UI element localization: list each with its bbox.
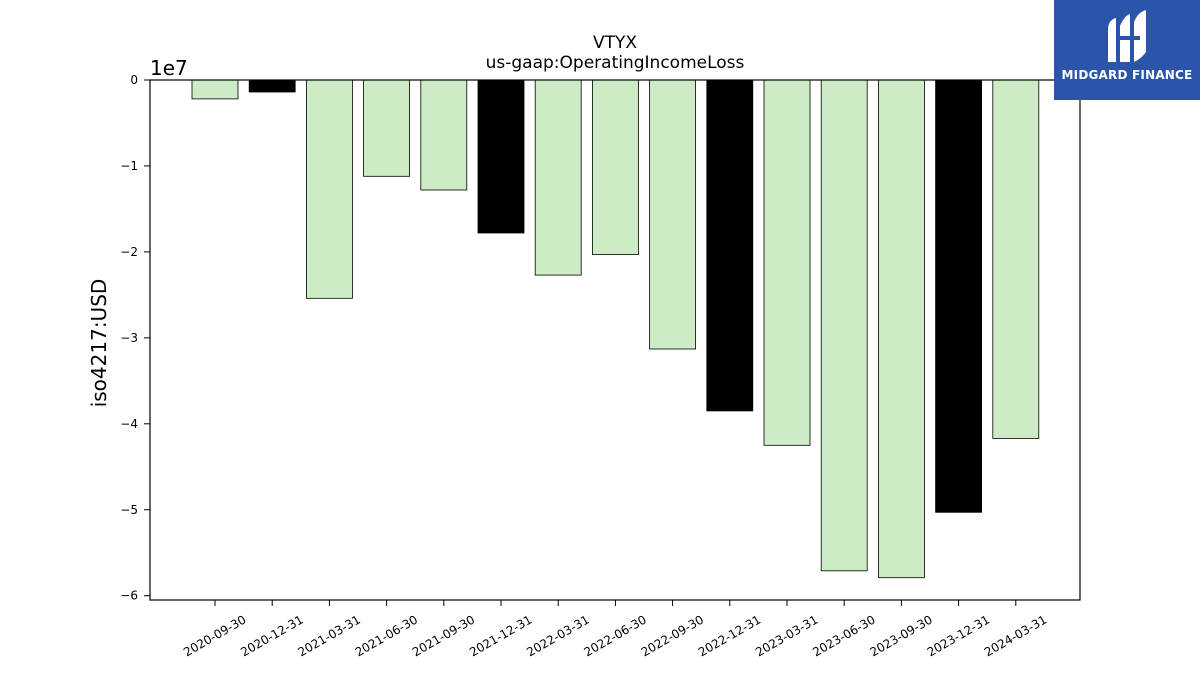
bar-2021-03-31 bbox=[305, 79, 353, 299]
x-tick-label: 2022-09-30 bbox=[639, 612, 706, 659]
y-tick-label: −1 bbox=[120, 159, 138, 173]
y-axis-offset-label: 1e7 bbox=[150, 56, 188, 80]
bar-2024-03-31 bbox=[992, 79, 1040, 439]
bar-2020-12-31 bbox=[248, 79, 296, 93]
chart-subtitle: us-gaap:OperatingIncomeLoss bbox=[486, 53, 745, 73]
x-tick-label: 2022-03-31 bbox=[524, 612, 591, 659]
y-tick-label: 0 bbox=[130, 73, 138, 87]
x-axis-ticks: 2020-09-302020-12-312021-03-312021-06-30… bbox=[181, 600, 1049, 659]
x-tick-label: 2021-12-31 bbox=[467, 612, 534, 659]
x-tick-label: 2021-03-31 bbox=[295, 612, 362, 659]
x-tick-label: 2020-09-30 bbox=[181, 612, 248, 659]
bar-2022-09-30 bbox=[649, 79, 696, 350]
bar-2023-03-31 bbox=[763, 79, 811, 446]
y-tick-label: −3 bbox=[120, 331, 138, 345]
bar-2022-03-31 bbox=[534, 79, 582, 276]
bar-2023-12-31 bbox=[935, 79, 982, 513]
x-tick-label: 2024-03-31 bbox=[982, 612, 1049, 659]
x-tick-label: 2023-12-31 bbox=[925, 612, 992, 659]
bar-2022-06-30 bbox=[592, 79, 639, 255]
x-tick-label: 2021-09-30 bbox=[410, 612, 477, 659]
x-tick-label: 2023-06-30 bbox=[810, 612, 877, 659]
bar-2021-09-30 bbox=[420, 79, 468, 191]
bars-group bbox=[191, 79, 1040, 579]
bar-2021-12-31 bbox=[477, 79, 525, 234]
bar-2022-12-31 bbox=[706, 79, 754, 412]
x-tick-label: 2022-06-30 bbox=[581, 612, 648, 659]
bar-2023-06-30 bbox=[820, 79, 868, 572]
x-tick-label: 2023-09-30 bbox=[867, 612, 934, 659]
bar-2021-06-30 bbox=[363, 79, 411, 177]
y-tick-label: −6 bbox=[120, 589, 138, 603]
y-axis-label: iso4217:USD bbox=[87, 279, 111, 408]
y-tick-label: −5 bbox=[120, 503, 138, 517]
brand-name: MIDGARD FINANCE bbox=[1061, 68, 1193, 82]
y-tick-label: −4 bbox=[120, 417, 138, 431]
chart-title: VTYX bbox=[593, 33, 637, 53]
midgard-logo-icon bbox=[1108, 10, 1146, 62]
brand-logo: MIDGARD FINANCE bbox=[1054, 0, 1200, 100]
plot-frame bbox=[149, 79, 1081, 601]
x-tick-label: 2021-06-30 bbox=[353, 612, 420, 659]
x-tick-label: 2022-12-31 bbox=[696, 612, 763, 659]
x-tick-label: 2023-03-31 bbox=[753, 612, 820, 659]
y-tick-label: −2 bbox=[120, 245, 138, 259]
x-tick-label: 2020-12-31 bbox=[238, 612, 305, 659]
y-axis-ticks: 0 −1 −2 −3 −4 −5 −6 bbox=[120, 73, 150, 603]
bar-2023-09-30 bbox=[878, 79, 925, 579]
bar-2020-09-30 bbox=[191, 79, 239, 100]
